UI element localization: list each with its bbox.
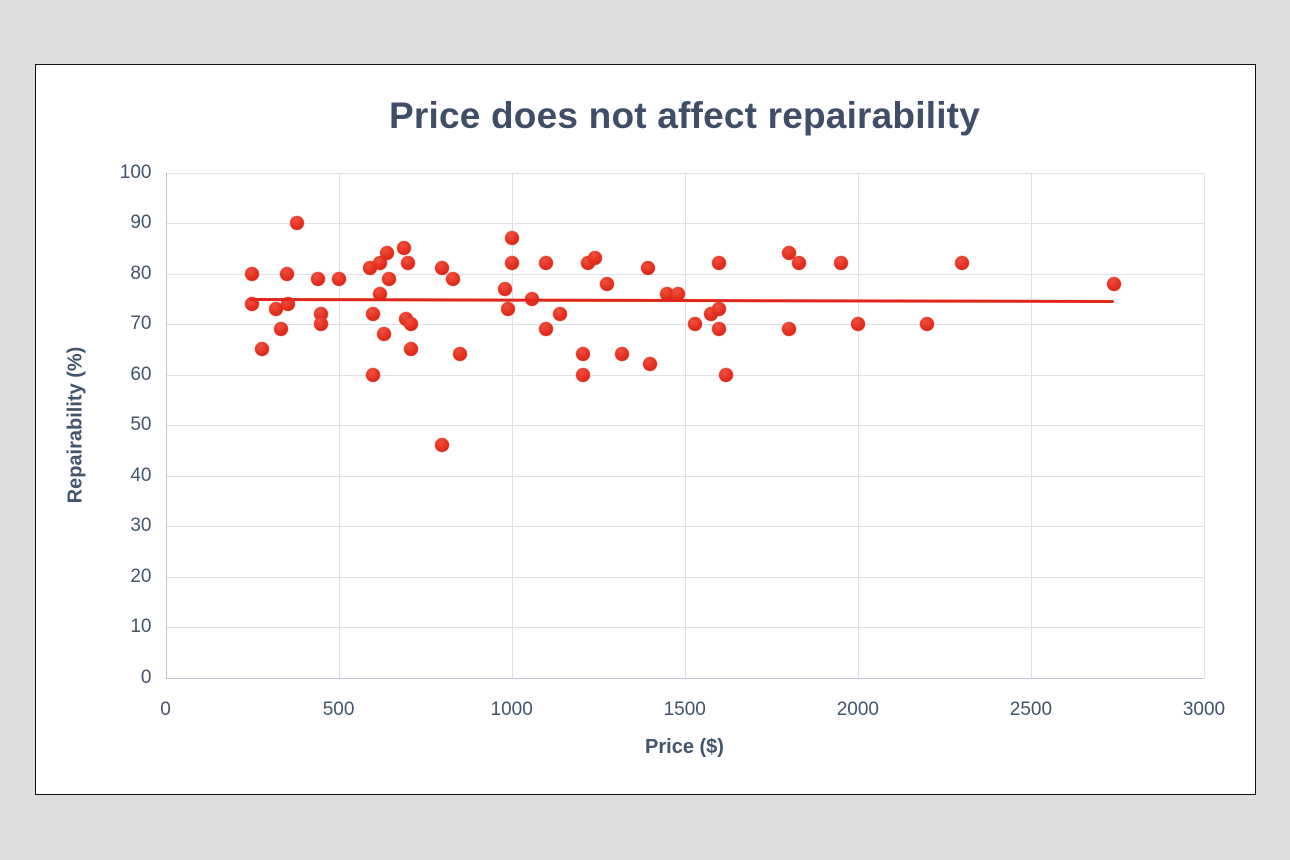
data-point [331,271,346,286]
data-point [269,301,284,316]
data-point [712,322,727,337]
data-point [435,261,450,276]
y-tick-label-90: 90 [130,212,152,233]
data-point [599,276,614,291]
data-point [274,322,289,337]
y-axis-title: Repairability (%) [64,346,87,504]
data-point [615,347,630,362]
y-tick-label-50: 50 [130,414,152,435]
data-point [404,342,419,357]
data-point [366,367,381,382]
data-point [501,301,516,316]
data-point [380,246,395,261]
x-gridline-2500 [1030,172,1032,678]
data-point [575,367,590,382]
x-tick-label-1500: 1500 [663,698,706,720]
y-tick-label-40: 40 [130,464,152,486]
data-point [688,317,703,331]
data-point [719,367,734,382]
data-point [245,266,260,281]
x-gridline-1500 [684,172,686,678]
x-tick-label-1000: 1000 [490,698,533,720]
x-tick-label-0: 0 [160,698,171,720]
x-tick-label-500: 500 [322,698,355,720]
x-gridline-500 [338,172,340,678]
data-point [445,271,460,286]
y-gridline-0 [165,677,1204,679]
data-point [791,256,806,271]
data-point [553,306,568,321]
y-tick-label-70: 70 [130,313,152,334]
y-tick-label-30: 30 [130,515,152,536]
data-point [539,322,554,337]
trend-line [248,298,1114,303]
data-point [397,241,412,256]
x-tick-label-2000: 2000 [836,698,879,720]
data-point [575,347,590,362]
data-point [314,317,329,331]
data-point [310,271,325,286]
x-gridline-3000 [1204,172,1205,678]
data-point [290,216,305,230]
data-point [712,301,727,316]
data-point [1106,276,1121,291]
y-tick-label-20: 20 [130,565,152,587]
data-point [643,357,658,372]
data-point [381,271,396,286]
data-point [504,231,519,246]
y-tick-label-60: 60 [130,363,152,385]
data-point [279,266,294,281]
data-point [255,342,270,357]
data-point [400,256,415,271]
data-point [373,256,388,271]
data-point [641,261,656,276]
y-tick-label-80: 80 [130,262,152,284]
data-point [850,317,865,331]
data-point [366,306,381,321]
x-tick-label-2500: 2500 [1009,698,1053,720]
x-gridline-1000 [511,172,513,678]
x-tick-label-3000: 3000 [1182,698,1226,720]
data-point [954,256,969,271]
data-point [670,286,685,301]
x-gridline-2000 [857,172,859,678]
data-point [539,256,554,271]
data-point [504,256,519,271]
data-point [435,438,450,453]
data-point [452,347,467,362]
y-tick-label-0: 0 [140,666,152,688]
chart-card: Price does not affect repairability 0 10 2… [35,64,1256,795]
data-point [404,317,419,331]
data-point [712,256,727,271]
data-point [833,256,848,271]
x-gridline-0 [165,172,167,678]
chart-title: Price does not affect repairability [389,95,980,136]
y-tick-label-10: 10 [130,616,152,637]
y-tick-label-100: 100 [119,161,152,183]
plot-area [165,172,1205,679]
data-point [920,317,935,331]
data-point [781,322,796,337]
data-point [497,281,512,296]
data-point [376,327,391,342]
data-point [781,246,796,261]
x-axis-title: Price ($) [645,736,724,758]
data-point [587,251,602,266]
data-point [373,286,388,301]
